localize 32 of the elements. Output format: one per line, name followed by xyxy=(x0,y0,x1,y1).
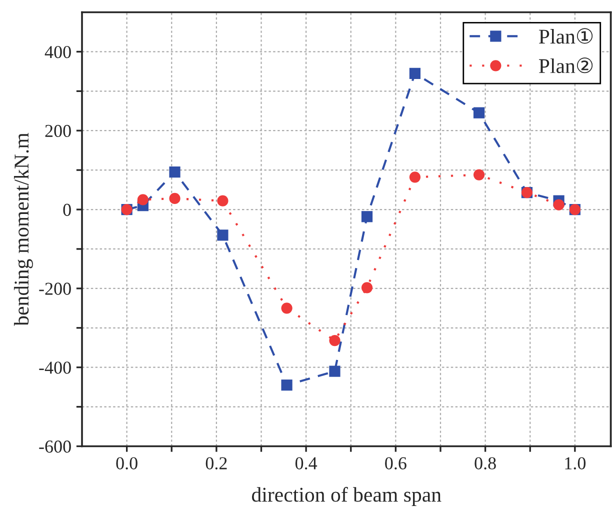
point xyxy=(281,380,292,391)
x-tick-label: 0.2 xyxy=(206,457,227,470)
point xyxy=(137,194,149,206)
point xyxy=(361,211,373,222)
point xyxy=(281,302,292,314)
x-tick-label: 0.0 xyxy=(116,457,138,470)
y-tick-label: -200 xyxy=(39,282,71,295)
legend-label: Plan② xyxy=(538,58,593,74)
point xyxy=(329,334,340,346)
y-tick-label: 400 xyxy=(44,46,71,58)
point xyxy=(217,195,228,206)
point xyxy=(329,366,340,377)
x-tick-label: 0.6 xyxy=(385,457,406,470)
point xyxy=(217,230,228,241)
x-axis-title: direction of beam span xyxy=(252,486,442,506)
point xyxy=(473,169,485,180)
point xyxy=(361,282,373,294)
point xyxy=(409,172,421,183)
point xyxy=(473,107,485,118)
point xyxy=(409,68,421,79)
y-tick-label: -600 xyxy=(39,440,71,453)
point xyxy=(553,199,564,210)
y-axis-title: bending moment/kN.m xyxy=(14,132,33,326)
point xyxy=(169,166,180,178)
x-tick-label: 0.4 xyxy=(295,457,318,470)
y-tick-label: 200 xyxy=(45,124,71,138)
point xyxy=(169,192,180,204)
y-tick-label: 0 xyxy=(63,204,71,216)
legend-label: Plan① xyxy=(538,28,593,44)
y-tick-label: -400 xyxy=(39,362,71,374)
x-tick-label: 0.8 xyxy=(474,457,496,470)
x-tick-label: 1.0 xyxy=(565,457,586,470)
